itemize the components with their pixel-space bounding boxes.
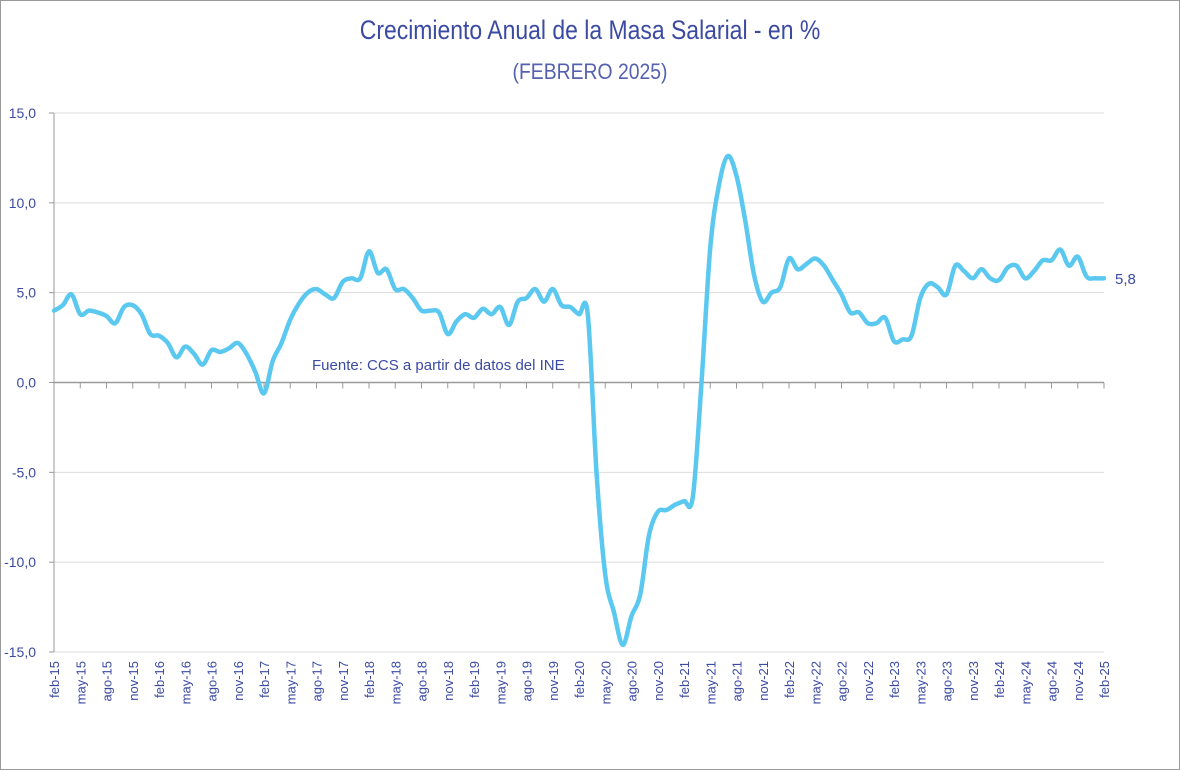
x-tick-label: nov-24 xyxy=(1071,661,1086,701)
x-tick-label: feb-18 xyxy=(362,661,377,698)
x-tick-label: nov-20 xyxy=(651,661,666,701)
x-tick-label: nov-15 xyxy=(126,661,141,701)
x-tick-label: feb-15 xyxy=(47,661,62,698)
x-tick-label: may-16 xyxy=(178,661,193,704)
chart-subtitle: (FEBRERO 2025) xyxy=(512,59,668,84)
x-tick-label: ago-19 xyxy=(520,661,535,701)
x-tick-label: nov-18 xyxy=(441,661,456,701)
x-tick-label: feb-21 xyxy=(677,661,692,698)
x-tick-label: nov-22 xyxy=(861,661,876,701)
x-tick-label: nov-23 xyxy=(966,661,981,701)
x-tick-label: nov-16 xyxy=(231,661,246,701)
x-tick-label: nov-21 xyxy=(756,661,771,701)
x-tick-label: ago-24 xyxy=(1045,661,1060,701)
y-tick-label: 0,0 xyxy=(17,375,37,391)
x-tick-label: feb-25 xyxy=(1097,661,1112,698)
y-tick-label: 10,0 xyxy=(9,195,36,211)
x-tick-label: ago-17 xyxy=(310,661,325,701)
y-tick-label: 5,0 xyxy=(17,285,37,301)
x-tick-label: may-18 xyxy=(388,661,403,704)
x-tick-label: ago-18 xyxy=(415,661,430,701)
x-tick-label: nov-17 xyxy=(336,661,351,701)
x-tick-label: may-15 xyxy=(73,661,88,704)
x-tick-label: may-20 xyxy=(598,661,613,704)
y-tick-label: 15,0 xyxy=(9,105,36,121)
x-tick-label: ago-23 xyxy=(940,661,955,701)
x-tick-label: feb-20 xyxy=(572,661,587,698)
x-tick-label: may-23 xyxy=(913,661,928,704)
gridlines xyxy=(54,112,1104,653)
x-tick-label: feb-19 xyxy=(467,661,482,698)
y-axis: 15,0 10,0 5,0 0,0 -5,0 -10,0 -15,0 xyxy=(4,105,55,660)
x-tick-label: ago-22 xyxy=(835,661,850,701)
x-tick-label: feb-22 xyxy=(782,661,797,698)
x-tick-label: feb-23 xyxy=(887,661,902,698)
x-tick-label: ago-15 xyxy=(100,661,115,701)
chart-title: Crecimiento Anual de la Masa Salarial - … xyxy=(359,15,821,45)
x-tick-label: may-19 xyxy=(493,661,508,704)
y-tick-label: -10,0 xyxy=(4,554,36,570)
x-tick-label: feb-16 xyxy=(152,661,167,698)
x-tick-label: may-17 xyxy=(283,661,298,704)
x-tick-label: may-24 xyxy=(1018,661,1033,704)
x-tick-label: feb-24 xyxy=(992,661,1007,698)
x-tick-label: feb-17 xyxy=(257,661,272,698)
source-annotation: Fuente: CCS a partir de datos del INE xyxy=(312,357,565,374)
x-tick-label: may-22 xyxy=(808,661,823,704)
x-tick-label: may-21 xyxy=(703,661,718,704)
x-tick-label: ago-16 xyxy=(205,661,220,701)
y-tick-label: -5,0 xyxy=(12,464,36,480)
x-tick-label: nov-19 xyxy=(546,661,561,701)
y-tick-label: -15,0 xyxy=(4,644,36,660)
series-line xyxy=(51,153,1107,648)
x-axis: feb-15 may-15 ago-15 nov-15 feb-16 may-16 ago-… xyxy=(47,381,1112,704)
x-tick-label: ago-20 xyxy=(625,661,640,701)
x-tick-label: ago-21 xyxy=(730,661,745,701)
last-value-label: 5,8 xyxy=(1115,271,1136,288)
